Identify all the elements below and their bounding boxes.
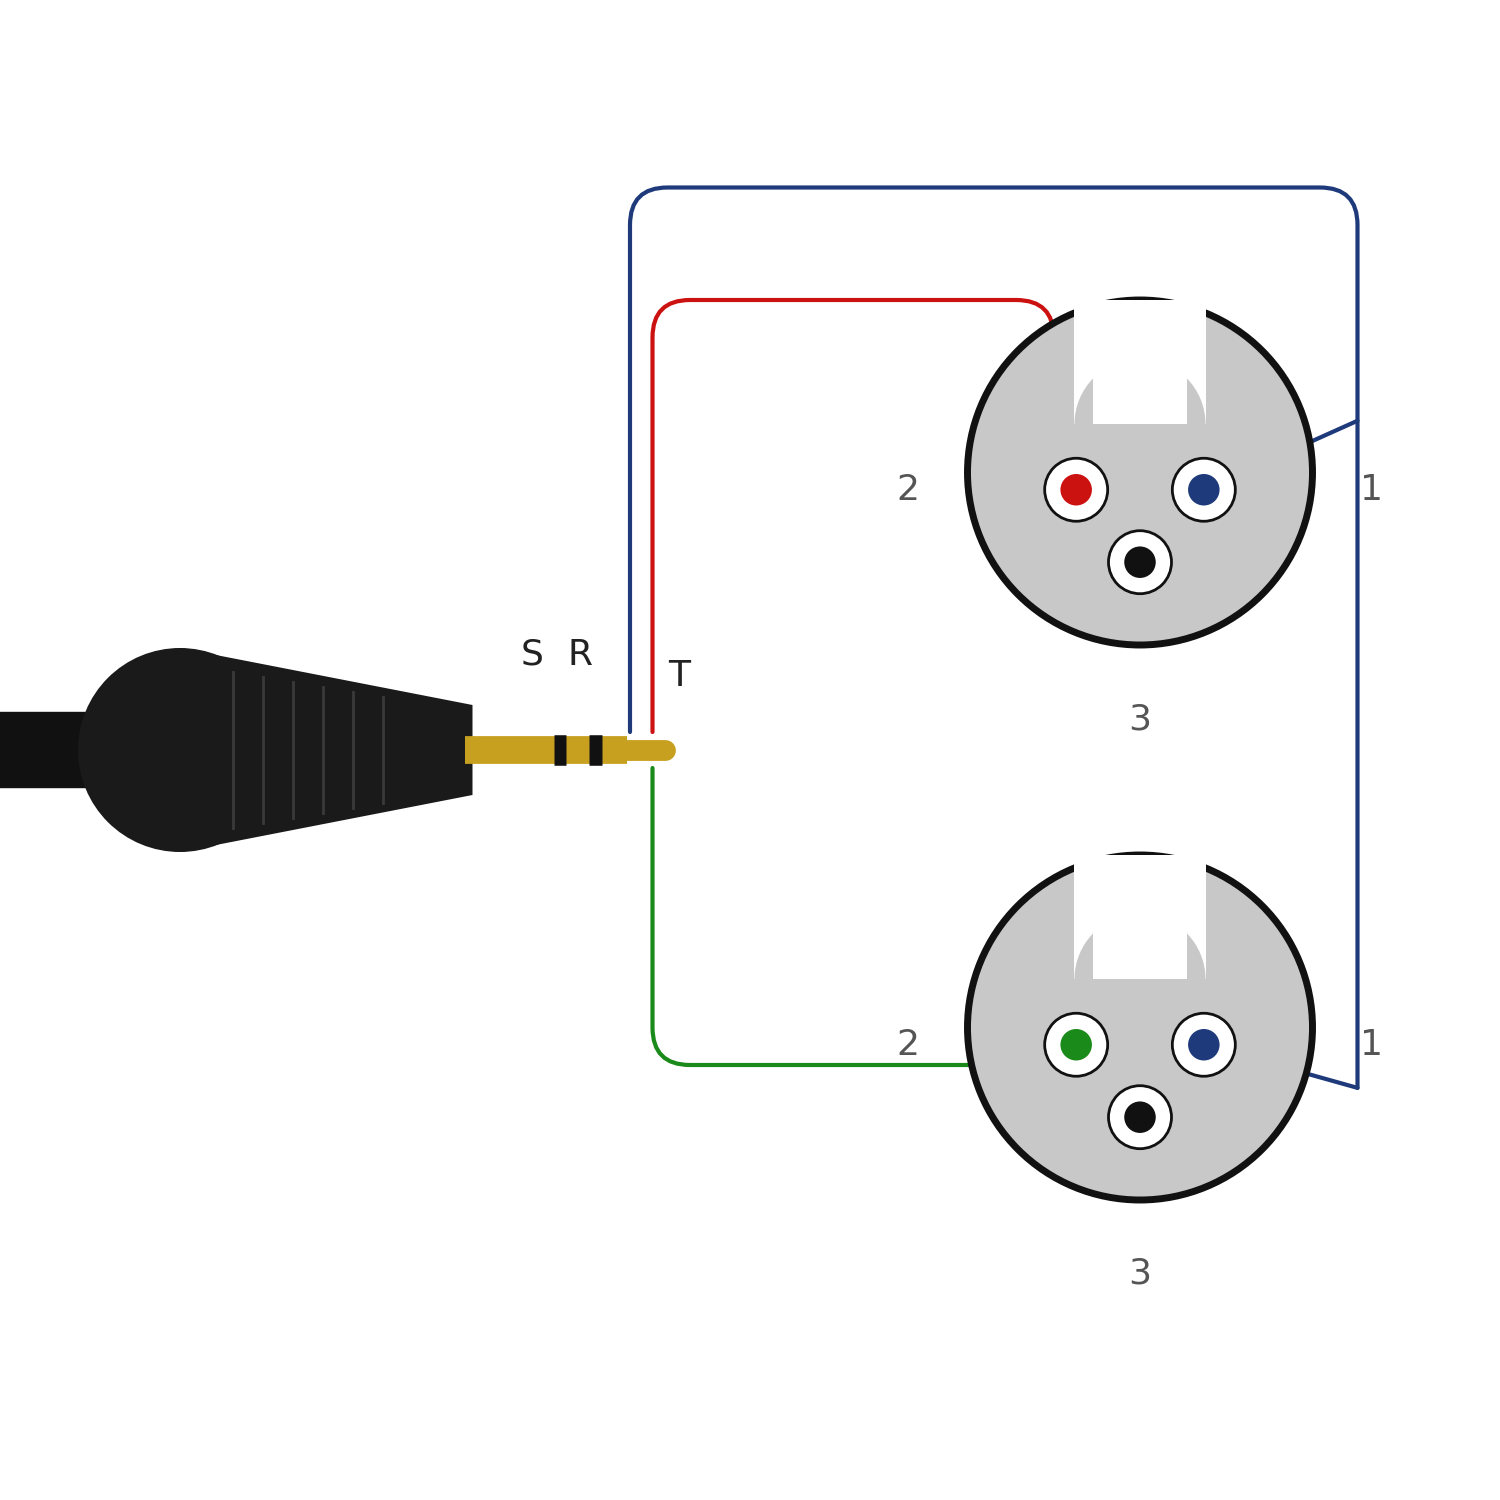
Text: R: R	[568, 638, 592, 672]
Text: 1: 1	[1360, 472, 1383, 507]
Circle shape	[1125, 546, 1155, 578]
Text: S: S	[520, 638, 544, 672]
Circle shape	[1188, 474, 1219, 506]
Circle shape	[1074, 358, 1206, 489]
Text: 2: 2	[897, 472, 920, 507]
Text: 2: 2	[897, 1028, 920, 1062]
Circle shape	[1173, 458, 1236, 520]
Circle shape	[968, 300, 1312, 645]
Circle shape	[1125, 1101, 1155, 1132]
Polygon shape	[180, 648, 472, 852]
Circle shape	[1044, 1014, 1107, 1077]
Circle shape	[1108, 1086, 1172, 1149]
Circle shape	[1060, 474, 1092, 506]
Circle shape	[1060, 1029, 1092, 1060]
Circle shape	[1173, 1014, 1236, 1077]
Text: 3: 3	[1128, 1257, 1152, 1292]
Circle shape	[78, 648, 282, 852]
Polygon shape	[1094, 864, 1186, 980]
Circle shape	[1074, 914, 1206, 1044]
Circle shape	[1044, 458, 1107, 520]
Polygon shape	[1074, 855, 1206, 980]
Polygon shape	[1074, 300, 1206, 424]
Circle shape	[1188, 1029, 1219, 1060]
Circle shape	[1108, 531, 1172, 594]
Text: 1: 1	[1360, 1028, 1383, 1062]
Circle shape	[968, 855, 1312, 1200]
Text: T: T	[669, 658, 690, 693]
Polygon shape	[1094, 309, 1186, 424]
Text: 3: 3	[1128, 702, 1152, 736]
